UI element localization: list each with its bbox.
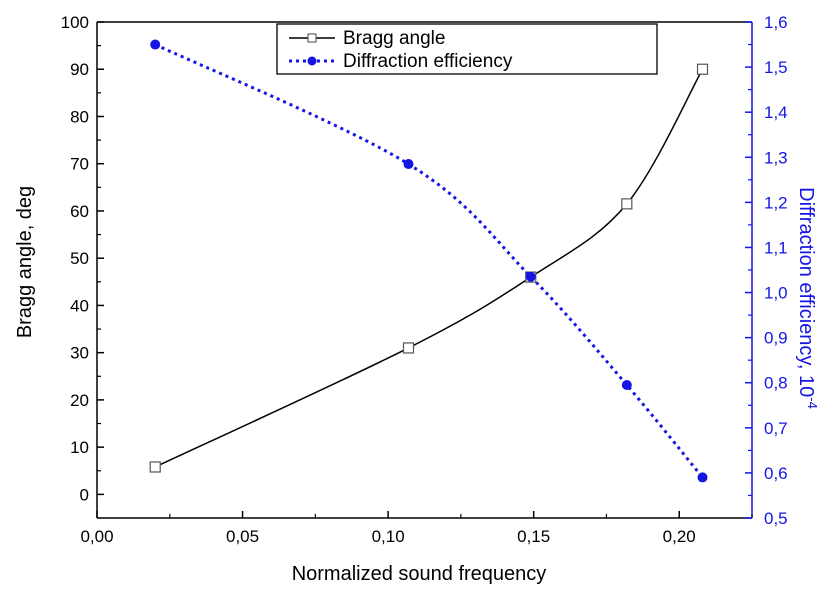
- y-left-tick-label: 90: [70, 60, 89, 79]
- diffraction-efficiency-point: [621, 379, 632, 390]
- y-left-tick-label: 50: [70, 249, 89, 268]
- diffraction-efficiency-point: [697, 472, 708, 483]
- y-right-tick-label: 0,8: [764, 374, 788, 393]
- y-right-tick-label: 0,6: [764, 464, 788, 483]
- legend-efficiency-marker: [307, 56, 317, 66]
- tick-labels: 0,00 0,05 0,10 0,15 0,20 0 10 20 30 40 50 60 70 80 90 1…: [61, 13, 788, 546]
- x-tick-label: 0,00: [80, 527, 113, 546]
- y-right-tick-label: 1,2: [764, 193, 788, 212]
- bragg-angle-point: [402, 342, 415, 354]
- bragg-angle-point: [621, 198, 633, 210]
- bragg-angle-point: [149, 461, 161, 473]
- x-tick-label: 0,20: [663, 527, 696, 546]
- legend-bragg-label: Bragg angle: [343, 28, 445, 49]
- diffraction-efficiency-point: [525, 271, 536, 282]
- bragg-angle-line: [154, 68, 704, 468]
- y-left-tick-label: 30: [70, 344, 89, 363]
- diffraction-efficiency-point: [403, 159, 414, 170]
- axes: [96, 21, 753, 519]
- y-left-tick-label: 80: [70, 107, 89, 126]
- y-axis-left-title: Bragg angle, deg: [14, 186, 36, 338]
- y-left-tick-label: 0: [80, 485, 89, 504]
- diffraction-efficiency-point: [150, 39, 161, 50]
- bragg-angle-point: [696, 63, 709, 75]
- x-tick-label: 0,10: [372, 527, 405, 546]
- y-right-tick-label: 0,7: [764, 419, 788, 438]
- x-axis-title: Normalized sound frequency: [292, 563, 547, 585]
- y-axis-right-title-exp: -4: [805, 397, 820, 409]
- diffraction-efficiency-line: [154, 43, 704, 479]
- legend-box: [276, 23, 658, 75]
- y-left-tick-label: 10: [70, 438, 89, 457]
- y-left-tick-label: 100: [61, 13, 89, 32]
- y-left-tick-label: 20: [70, 391, 89, 410]
- y-left-tick-label: 40: [70, 296, 89, 315]
- y-right-tick-label: 1,1: [764, 238, 788, 257]
- y-right-tick-label: 1,4: [764, 103, 788, 122]
- y-right-tick-label: 1,6: [764, 13, 788, 32]
- x-tick-label: 0,15: [517, 527, 550, 546]
- y-right-tick-label: 1,0: [764, 284, 788, 303]
- y-left-tick-label: 60: [70, 202, 89, 221]
- y-axis-right-title-base: Diffraction efficiency, 10: [795, 187, 817, 397]
- y-right-tick-label: 1,3: [764, 148, 788, 167]
- y-left-tick-label: 70: [70, 155, 89, 174]
- y-right-tick-label: 1,5: [764, 58, 788, 77]
- legend-efficiency-label: Diffraction efficiency: [343, 51, 513, 72]
- y-right-tick-label: 0,5: [764, 509, 788, 528]
- series: [149, 39, 709, 483]
- y-right-tick-label: 0,9: [764, 329, 788, 348]
- y-axis-right-title: Diffraction efficiency, 10-4: [795, 187, 820, 409]
- x-tick-label: 0,05: [226, 527, 259, 546]
- legend-bragg-marker: [307, 33, 317, 43]
